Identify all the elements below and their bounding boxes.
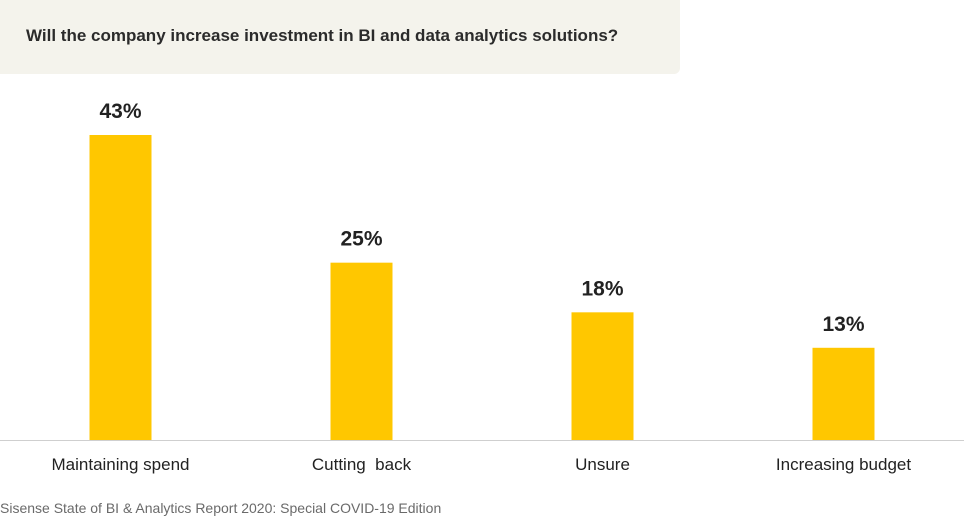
chart-title-box: Will the company increase investment in … [0,0,680,74]
bar [571,312,634,440]
category-label: Cutting back [312,455,412,474]
bar [812,347,875,440]
data-label: 13% [822,313,864,336]
category-label: Increasing budget [776,455,911,474]
bar [330,262,393,440]
category-label: Maintaining spend [52,455,190,474]
data-label: 18% [581,277,623,300]
data-label: 43% [99,100,141,123]
bar [89,135,152,440]
data-label: 25% [340,228,382,251]
category-label: Unsure [575,455,630,474]
chart-title: Will the company increase investment in … [26,26,619,45]
source-note: Sisense State of BI & Analytics Report 2… [0,500,442,516]
